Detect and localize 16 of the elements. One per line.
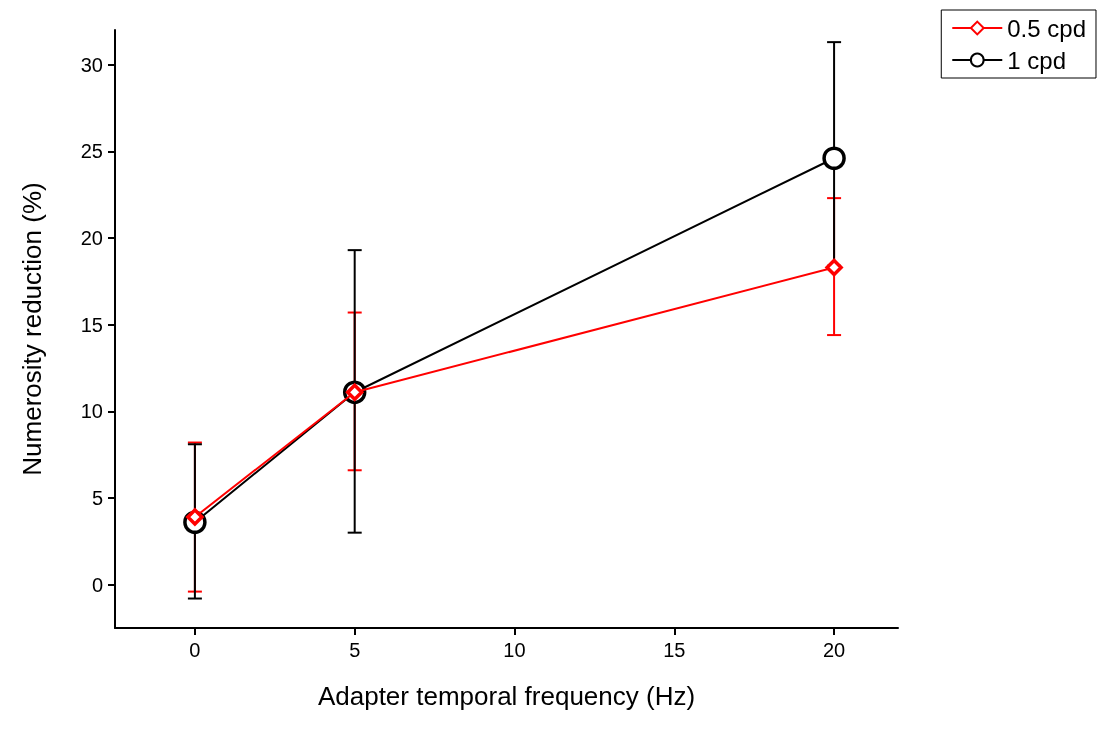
y-tick-label: 5 [91, 487, 103, 509]
y-axis-title: Numerosity reduction (%) [17, 182, 47, 476]
x-tick-label: 15 [663, 639, 686, 661]
x-tick-label: 5 [349, 639, 361, 661]
y-tick-label: 25 [80, 140, 103, 163]
y-tick-label: 30 [80, 53, 103, 76]
y-tick-label: 10 [80, 400, 103, 423]
legend-label: 1 cpd [1007, 46, 1066, 74]
x-tick-label: 20 [822, 639, 846, 661]
y-tick-label: 20 [80, 227, 103, 249]
x-tick-label: 10 [503, 639, 526, 661]
y-tick-label: 0 [91, 573, 103, 596]
y-tick-label: 15 [80, 313, 103, 336]
x-tick-label: 0 [189, 639, 201, 661]
legend-label: 0.5 cpd [1007, 14, 1087, 42]
x-axis-title: Adapter temporal frequency (Hz) [317, 681, 696, 711]
